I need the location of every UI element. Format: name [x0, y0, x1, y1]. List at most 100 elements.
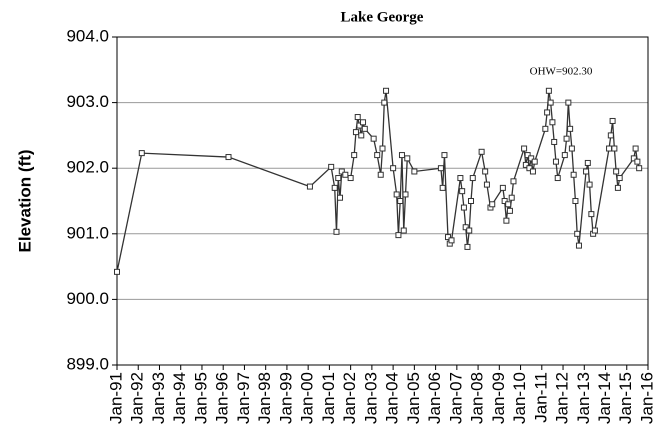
marker [611, 145, 618, 152]
x-tick-label: Jan-96 [213, 372, 232, 424]
marker [466, 227, 473, 234]
marker [397, 198, 404, 204]
marker [398, 152, 405, 159]
marker [551, 138, 558, 145]
marker [630, 155, 637, 162]
marker [306, 183, 313, 190]
x-tick-label: Jan-97 [234, 372, 253, 424]
marker [381, 99, 388, 106]
y-tick-label: 899.0 [66, 354, 109, 373]
marker [460, 204, 467, 211]
marker [588, 211, 595, 218]
marker [400, 227, 407, 234]
marker [545, 87, 552, 94]
y-tick-label: 901.0 [66, 223, 109, 242]
marker [549, 119, 556, 126]
marker [335, 175, 342, 182]
marker [390, 165, 397, 172]
marker [338, 168, 345, 175]
x-tick-label: Jan-13 [574, 372, 593, 424]
annotation: OHW=902.30 [530, 66, 593, 78]
marker [225, 154, 232, 161]
marker [333, 228, 340, 235]
marker [524, 152, 531, 159]
marker [583, 168, 590, 175]
marker [483, 181, 490, 188]
marker [379, 145, 386, 152]
marker [575, 242, 582, 249]
marker [521, 145, 528, 152]
marker [469, 175, 476, 182]
x-tick-label: Jan-15 [616, 372, 635, 424]
marker [572, 198, 579, 204]
marker [383, 87, 390, 94]
marker [351, 152, 358, 159]
marker [570, 171, 577, 178]
series-line [116, 90, 640, 272]
y-tick-label: 903.0 [66, 92, 109, 111]
marker [360, 119, 367, 126]
marker [591, 227, 598, 234]
marker [393, 191, 400, 198]
x-tick-label: Jan-02 [340, 372, 359, 424]
marker [561, 152, 568, 159]
marker [352, 129, 359, 136]
marker [374, 152, 381, 159]
marker [459, 188, 466, 195]
marker [552, 158, 559, 165]
x-tick-label: Jan-00 [298, 372, 317, 424]
y-tick-label: 904.0 [66, 26, 109, 45]
x-tick-label: Jan-99 [276, 372, 295, 424]
x-tick-label: Jan-04 [383, 372, 402, 424]
marker [482, 168, 489, 175]
marker [526, 165, 533, 172]
marker [377, 171, 384, 178]
marker [468, 198, 474, 204]
marker [614, 184, 621, 191]
marker [489, 201, 496, 208]
plot-border [116, 36, 649, 366]
x-tick-label: Jan-93 [149, 372, 168, 424]
marker [531, 158, 538, 165]
x-tick-label: Jan-06 [425, 372, 444, 424]
x-tick-label: Jan-91 [106, 372, 125, 424]
marker [503, 217, 510, 224]
marker [404, 155, 411, 162]
marker [632, 145, 639, 152]
marker [609, 117, 616, 124]
marker [441, 152, 448, 159]
marker [563, 135, 570, 142]
marker [457, 175, 464, 182]
marker [358, 132, 365, 139]
x-tick-label: Jan-09 [489, 372, 508, 424]
x-tick-label: Jan-08 [468, 372, 487, 424]
marker [528, 155, 535, 162]
x-tick-label: Jan-14 [595, 372, 614, 424]
marker [347, 175, 354, 182]
marker [499, 184, 506, 191]
y-tick-label: 900.0 [66, 289, 109, 308]
marker [508, 194, 515, 201]
marker [510, 178, 517, 185]
marker [439, 184, 446, 191]
x-tick-label: Jan-92 [128, 372, 147, 424]
marker [444, 234, 451, 241]
marker [544, 109, 551, 116]
x-tick-label: Jan-94 [170, 372, 189, 424]
marker [574, 230, 581, 237]
x-tick-label: Jan-03 [361, 372, 380, 424]
marker [522, 161, 529, 168]
marker [529, 168, 536, 175]
marker [462, 224, 469, 231]
marker [584, 159, 591, 166]
marker [437, 165, 444, 172]
y-axis-label: Elevation (ft) [15, 150, 34, 253]
marker [501, 198, 508, 204]
x-tick-label: Jan-12 [553, 372, 572, 424]
marker [354, 114, 361, 121]
marker [568, 145, 575, 152]
marker [361, 125, 368, 132]
marker [542, 125, 549, 132]
x-tick-label: Jan-10 [510, 372, 529, 424]
